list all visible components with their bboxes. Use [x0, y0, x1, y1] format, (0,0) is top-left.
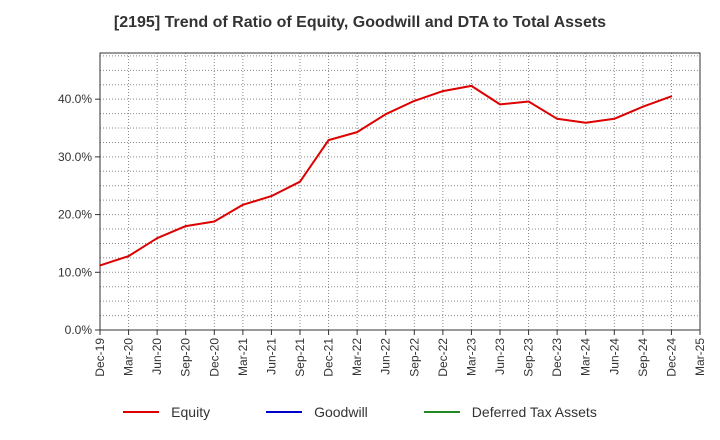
x-tick-label: Sep-23: [522, 338, 536, 377]
x-tick-label: Dec-24: [664, 338, 678, 377]
data-point-equity: [270, 195, 273, 197]
x-tick-label: Dec-22: [436, 338, 450, 377]
x-tick-label: Mar-24: [579, 338, 593, 376]
legend-label-deferred-tax-assets: Deferred Tax Assets: [471, 404, 597, 420]
x-tick-label: Jun-23: [493, 338, 507, 375]
data-point-equity: [442, 90, 444, 92]
legend-swatch-deferred-tax-assets: [423, 411, 460, 413]
series-line-equity: [99, 84, 672, 267]
y-tick-label: 40.0%: [58, 92, 92, 106]
data-point-equity: [242, 203, 244, 206]
x-tick-label: Sep-22: [407, 338, 421, 377]
x-tick-label: Dec-20: [207, 338, 221, 377]
x-tick-label: Sep-21: [293, 338, 307, 377]
x-tick-label: Mar-21: [236, 338, 250, 376]
x-tick-label: Mar-22: [350, 338, 364, 376]
data-point-equity: [327, 139, 330, 141]
data-point-equity: [384, 113, 387, 115]
x-tick-label: Dec-23: [550, 338, 564, 377]
data-point-equity: [299, 180, 301, 183]
data-point-equity: [213, 220, 216, 223]
x-tick-label: Dec-19: [93, 338, 107, 377]
plot-frame: [99, 52, 701, 331]
legend-item-equity: Equity: [123, 404, 210, 420]
data-point-equity: [670, 95, 673, 98]
y-tick-label: 30.0%: [58, 150, 92, 164]
data-point-equity: [184, 225, 187, 227]
y-tick-label: 10.0%: [58, 265, 92, 279]
legend-item-deferred-tax-assets: Deferred Tax Assets: [423, 404, 597, 420]
x-tick-label: Jun-22: [379, 338, 393, 375]
data-point-equity: [413, 100, 416, 102]
x-tick-label: Mar-25: [693, 338, 707, 376]
data-point-equity: [527, 100, 530, 103]
legend-item-goodwill: Goodwill: [266, 404, 368, 420]
data-point-equity: [356, 131, 358, 133]
y-tick-label: 20.0%: [58, 208, 92, 222]
data-point-equity: [127, 255, 130, 257]
x-tick-label: Sep-20: [179, 338, 193, 377]
data-point-equity: [99, 264, 101, 267]
x-tick-label: Jun-24: [607, 338, 621, 375]
legend-swatch-goodwill: [266, 411, 303, 413]
x-tick-label: Jun-20: [150, 338, 164, 375]
x-tick-label: Mar-20: [122, 338, 136, 376]
legend-label-equity: Equity: [171, 404, 211, 420]
data-point-equity: [470, 85, 473, 87]
data-point-equity: [556, 117, 558, 120]
data-point-equity: [613, 117, 616, 120]
data-point-equity: [584, 122, 587, 124]
data-point-equity: [642, 105, 644, 108]
x-tick-label: Dec-21: [322, 338, 336, 377]
x-tick-label: Jun-21: [264, 338, 278, 375]
chart-title: [2195] Trend of Ratio of Equity, Goodwil…: [113, 14, 607, 31]
legend-label-goodwill: Goodwill: [314, 404, 368, 420]
data-point-equity: [156, 237, 158, 240]
chart-legend: Equity Goodwill Deferred Tax Assets: [0, 404, 720, 420]
x-tick-label: Mar-23: [464, 338, 478, 376]
y-tick-label: 0.0%: [65, 323, 93, 337]
x-tick-label: Sep-24: [636, 338, 650, 377]
data-point-equity: [499, 103, 501, 106]
legend-swatch-equity: [123, 411, 160, 413]
